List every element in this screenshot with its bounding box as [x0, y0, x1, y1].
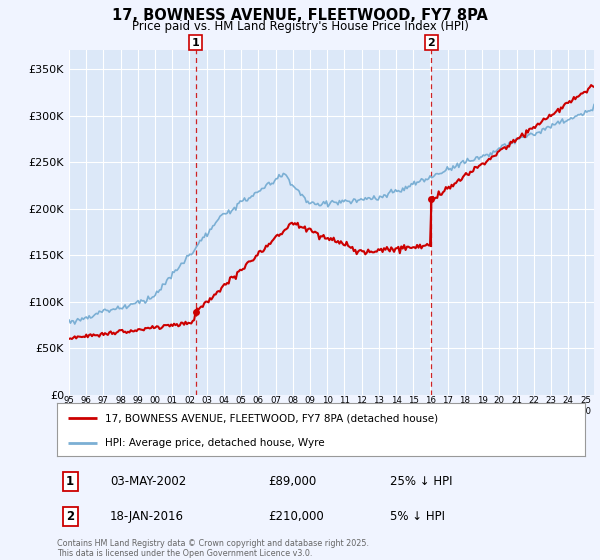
Text: £210,000: £210,000 [268, 510, 324, 523]
Text: 17, BOWNESS AVENUE, FLEETWOOD, FY7 8PA: 17, BOWNESS AVENUE, FLEETWOOD, FY7 8PA [112, 8, 488, 24]
Text: 17, BOWNESS AVENUE, FLEETWOOD, FY7 8PA (detached house): 17, BOWNESS AVENUE, FLEETWOOD, FY7 8PA (… [104, 413, 437, 423]
Text: 2: 2 [66, 510, 74, 523]
Text: 1: 1 [191, 38, 199, 48]
Text: Contains HM Land Registry data © Crown copyright and database right 2025.
This d: Contains HM Land Registry data © Crown c… [57, 539, 369, 558]
Text: 18-JAN-2016: 18-JAN-2016 [110, 510, 184, 523]
Text: 03-MAY-2002: 03-MAY-2002 [110, 475, 186, 488]
Text: 1: 1 [66, 475, 74, 488]
Text: HPI: Average price, detached house, Wyre: HPI: Average price, detached house, Wyre [104, 438, 324, 448]
Text: Price paid vs. HM Land Registry's House Price Index (HPI): Price paid vs. HM Land Registry's House … [131, 20, 469, 32]
Text: £89,000: £89,000 [268, 475, 316, 488]
Text: 25% ↓ HPI: 25% ↓ HPI [389, 475, 452, 488]
Text: 2: 2 [427, 38, 435, 48]
Text: 5% ↓ HPI: 5% ↓ HPI [389, 510, 445, 523]
